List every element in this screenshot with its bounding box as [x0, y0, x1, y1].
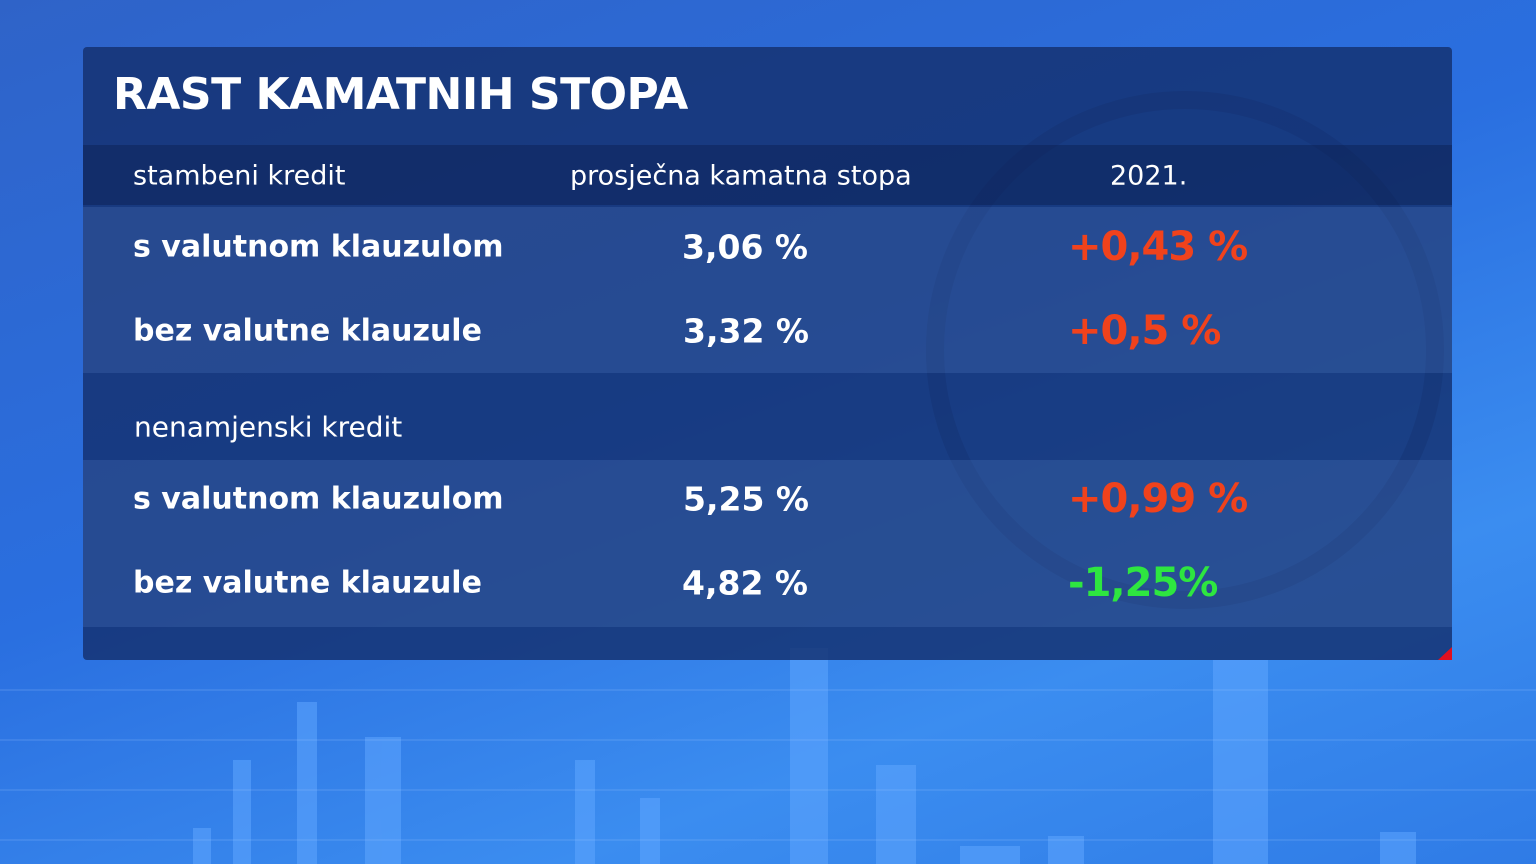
change: +0,43 % [1068, 224, 1248, 270]
rate: 5,25 % [683, 479, 809, 519]
column-header: 2021. [1110, 160, 1188, 192]
row-label: bez valutne klauzule [133, 313, 482, 349]
rate: 3,32 % [683, 311, 809, 351]
row-label: bez valutne klauzule [133, 565, 482, 601]
row-label: s valutnom klauzulom [133, 481, 504, 517]
header-band [83, 145, 1452, 205]
group-band [83, 460, 1452, 627]
group-label: nenamjenski kredit [134, 410, 403, 444]
rate: 3,06 % [682, 227, 808, 267]
group-label: stambeni kredit [133, 160, 346, 192]
rate: 4,82 % [682, 563, 808, 603]
change: +0,99 % [1068, 476, 1248, 522]
change: -1,25% [1068, 560, 1218, 606]
panel: RAST KAMATNIH STOPA stambeni kredit pros… [83, 47, 1452, 660]
change: +0,5 % [1068, 308, 1221, 354]
title: RAST KAMATNIH STOPA [113, 69, 688, 120]
column-header: prosječna kamatna stopa [570, 160, 912, 192]
row-label: s valutnom klauzulom [133, 229, 504, 265]
group-band [83, 207, 1452, 373]
